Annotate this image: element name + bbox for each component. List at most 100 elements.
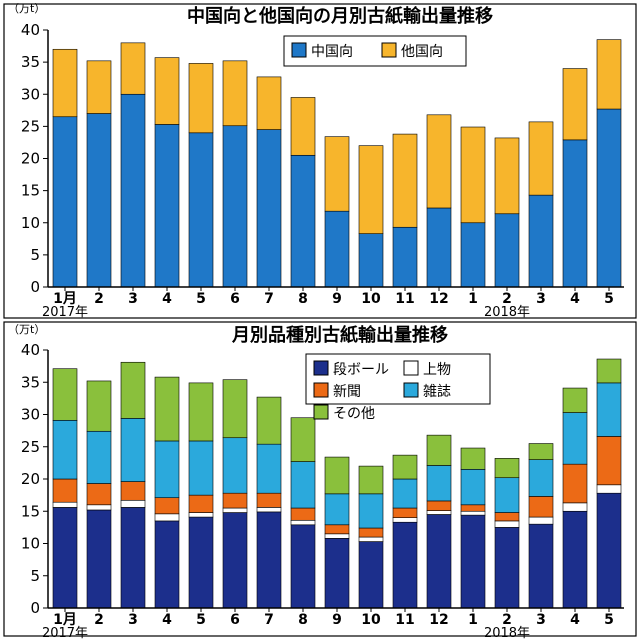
y-tick-label: 25: [21, 438, 40, 456]
bar-新聞-1: [52, 478, 78, 503]
bar-上物-15: [528, 516, 554, 525]
x-tick-label: 12: [429, 291, 448, 307]
bar-新聞-6: [222, 492, 248, 509]
bar-新聞-12: [426, 500, 452, 511]
bar-上物-4: [154, 513, 180, 522]
x-tick-label: 6: [230, 612, 240, 628]
legend-label: 新聞: [333, 384, 361, 400]
x-tick-label: 5: [196, 291, 206, 307]
bar-雑誌-16: [562, 412, 588, 465]
bar-他国向-2: [86, 60, 112, 114]
y-unit-label: （万t）: [8, 323, 45, 336]
bar-中国向-7: [256, 129, 282, 288]
bar-段ボール-11: [392, 521, 418, 609]
bar-雑誌-6: [222, 437, 248, 494]
legend-swatch: [313, 382, 329, 398]
legend-box: [283, 35, 467, 67]
bar-中国向-14: [494, 213, 520, 288]
panel-frame: [3, 3, 637, 319]
legend-swatch: [291, 42, 307, 58]
bar-新聞-5: [188, 494, 214, 513]
bar-その他-15: [528, 443, 554, 460]
bar-新聞-11: [392, 507, 418, 518]
y-tick-label: 40: [21, 21, 40, 39]
bar-上物-8: [290, 519, 316, 526]
y-tick-label: 0: [30, 278, 40, 296]
y-tick-label: 30: [21, 406, 40, 424]
x-tick-label: 1: [468, 291, 478, 307]
chart-title: 月別品種別古紙輸出量推移: [231, 324, 448, 346]
x-tick-label: 1月: [53, 291, 77, 307]
legend-swatch: [403, 360, 419, 376]
bar-段ボール-4: [154, 520, 180, 609]
bar-雑誌-10: [358, 493, 384, 529]
x-tick-label: 3: [536, 612, 546, 628]
x-tick-label: 2: [502, 291, 512, 307]
bar-段ボール-3: [120, 507, 146, 609]
bar-雑誌-1: [52, 420, 78, 480]
bar-雑誌-2: [86, 430, 112, 484]
bar-雑誌-17: [596, 382, 622, 437]
bar-段ボール-10: [358, 541, 384, 609]
bar-その他-2: [86, 380, 112, 432]
bar-段ボール-13: [460, 514, 486, 609]
year-label: 2018年: [484, 305, 530, 320]
x-tick-label: 10: [361, 291, 381, 307]
y-tick-label: 0: [30, 599, 40, 617]
year-label: 2017年: [42, 305, 88, 320]
bar-新聞-2: [86, 483, 112, 506]
y-unit-label: （万t）: [8, 2, 45, 15]
bar-中国向-8: [290, 154, 316, 288]
bar-その他-11: [392, 454, 418, 480]
bar-新聞-3: [120, 481, 146, 501]
bar-中国向-9: [324, 210, 350, 288]
x-tick-label: 9: [332, 291, 342, 307]
bar-その他-5: [188, 382, 214, 442]
x-tick-label: 5: [196, 612, 206, 628]
bar-新聞-14: [494, 512, 520, 522]
bar-段ボール-8: [290, 524, 316, 609]
y-tick-label: 15: [21, 182, 40, 200]
bar-他国向-12: [426, 114, 452, 209]
y-tick-label: 5: [30, 246, 40, 264]
legend-label: 上物: [423, 362, 451, 378]
bar-中国向-13: [460, 222, 486, 288]
bar-その他-10: [358, 465, 384, 495]
bar-上物-6: [222, 507, 248, 513]
bar-上物-13: [460, 510, 486, 516]
bar-中国向-10: [358, 233, 384, 288]
bar-新聞-13: [460, 504, 486, 512]
year-label: 2017年: [42, 626, 88, 640]
legend-label: その他: [333, 406, 375, 422]
chart-title: 中国向と他国向の月別古紙輸出量推移: [187, 5, 493, 27]
x-tick-label: 7: [264, 291, 274, 307]
y-tick-label: 35: [21, 373, 40, 391]
bar-他国向-3: [120, 42, 146, 95]
x-tick-label: 12: [429, 612, 448, 628]
bar-他国向-16: [562, 68, 588, 141]
bar-その他-12: [426, 434, 452, 466]
legend-label: 段ボール: [333, 362, 389, 378]
y-tick-label: 5: [30, 567, 40, 585]
bar-中国向-6: [222, 125, 248, 288]
x-tick-label: 10: [361, 612, 381, 628]
bar-その他-6: [222, 379, 248, 439]
bar-段ボール-12: [426, 514, 452, 609]
x-tick-label: 11: [395, 291, 414, 307]
bar-段ボール-16: [562, 510, 588, 609]
bar-他国向-6: [222, 60, 248, 127]
y-tick-label: 10: [21, 214, 40, 232]
bar-雑誌-9: [324, 493, 350, 526]
legend-swatch: [403, 382, 419, 398]
bar-新聞-8: [290, 507, 316, 521]
bar-雑誌-4: [154, 440, 180, 499]
x-tick-label: 5: [604, 612, 614, 628]
bar-雑誌-11: [392, 478, 418, 509]
y-tick-label: 15: [21, 502, 40, 520]
bar-上物-12: [426, 510, 452, 515]
bar-中国向-11: [392, 226, 418, 288]
